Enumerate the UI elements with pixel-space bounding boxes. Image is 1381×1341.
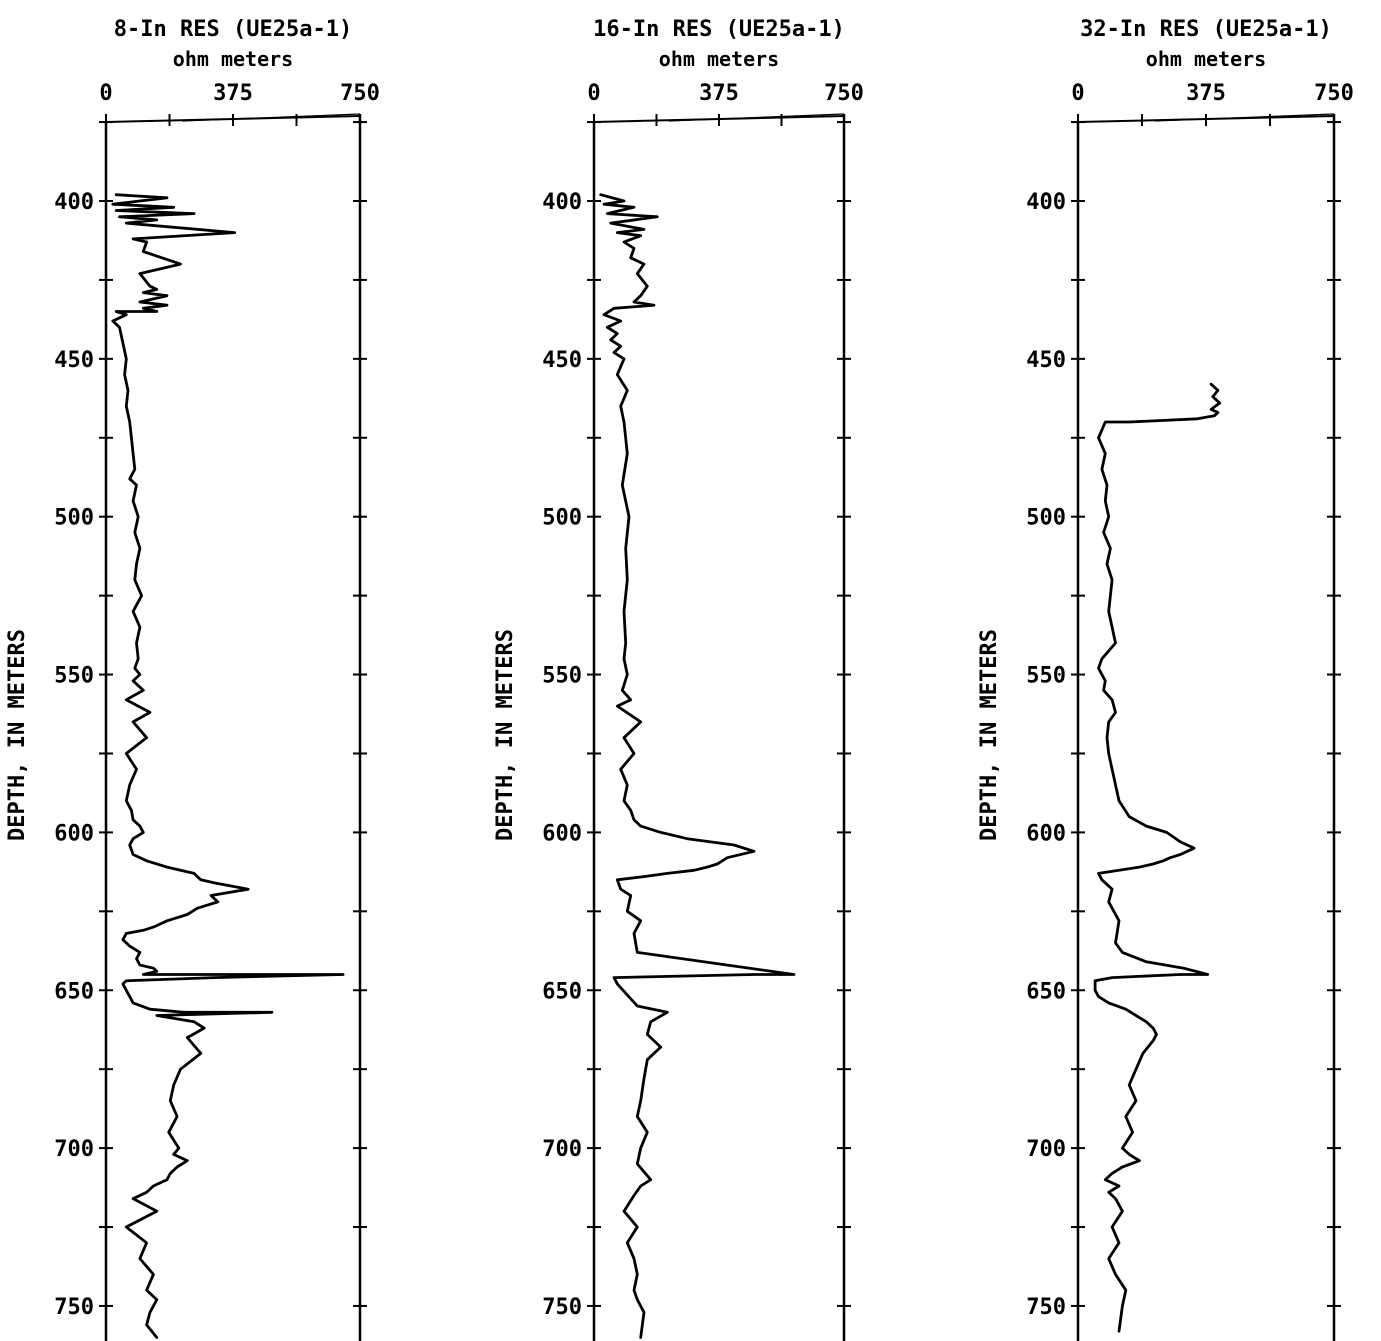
x-tick-label: 750 [824,81,864,106]
y-tick-label: 750 [1026,1295,1066,1320]
y-tick-label: 650 [1026,979,1066,1004]
y-tick-label: 600 [1026,821,1066,846]
y-tick-label: 500 [542,506,582,531]
y-tick-label: 700 [1026,1137,1066,1162]
y-axis-label: DEPTH, IN METERS [5,629,30,841]
x-tick-label: 0 [1071,81,1084,106]
y-tick-label: 400 [54,190,94,215]
y-tick-label: 550 [542,664,582,689]
chart-title: 32-In RES (UE25a-1) [1080,17,1332,42]
chart-title: 8-In RES (UE25a-1) [114,17,352,42]
y-axis-label: DEPTH, IN METERS [493,629,518,841]
y-tick-label: 700 [542,1137,582,1162]
panel-32in-res: 32-In RES (UE25a-1) ohm meters 0 375 750 400 4… [977,17,1354,1341]
y-tick-label: 650 [542,979,582,1004]
resistivity-series-line [1093,382,1222,1333]
y-tick-label: 650 [54,979,94,1004]
chart-title: 16-In RES (UE25a-1) [593,17,845,42]
top-axis-line [182,113,361,122]
x-tick-label: 0 [587,81,600,106]
top-axis-line [668,113,845,122]
y-tick-label: 600 [542,821,582,846]
resistivity-series-line [111,193,345,1339]
x-tick-label: 750 [340,81,380,106]
y-tick-label: 500 [54,506,94,531]
y-tick-label: 450 [54,348,94,373]
top-axis-line [1154,113,1335,122]
x-tick-label: 0 [99,81,112,106]
x-axis-label: ohm meters [173,47,293,71]
x-tick-label: 375 [699,81,739,106]
x-tick-label: 375 [213,81,253,106]
y-tick-label: 550 [54,664,94,689]
y-tick-label: 400 [542,190,582,215]
x-tick-label: 375 [1186,81,1226,106]
y-tick-label: 450 [1026,348,1066,373]
panel-8in-res: 8-In RES (UE25a-1) ohm meters 0 375 750 400 45… [5,17,380,1341]
y-tick-label: 500 [1026,506,1066,531]
x-tick-label: 750 [1314,81,1354,106]
y-tick-label: 400 [1026,190,1066,215]
y-tick-label: 750 [54,1295,94,1320]
x-axis-label: ohm meters [659,47,779,71]
y-tick-label: 750 [542,1295,582,1320]
y-tick-label: 600 [54,821,94,846]
x-axis-label: ohm meters [1146,47,1266,71]
y-axis-label: DEPTH, IN METERS [977,629,1002,841]
panel-16in-res: 16-In RES (UE25a-1) ohm meters 0 375 750 400 4… [493,17,864,1341]
y-tick-label: 450 [542,348,582,373]
y-tick-label: 550 [1026,664,1066,689]
resistivity-series-line [599,193,796,1339]
y-tick-label: 700 [54,1137,94,1162]
